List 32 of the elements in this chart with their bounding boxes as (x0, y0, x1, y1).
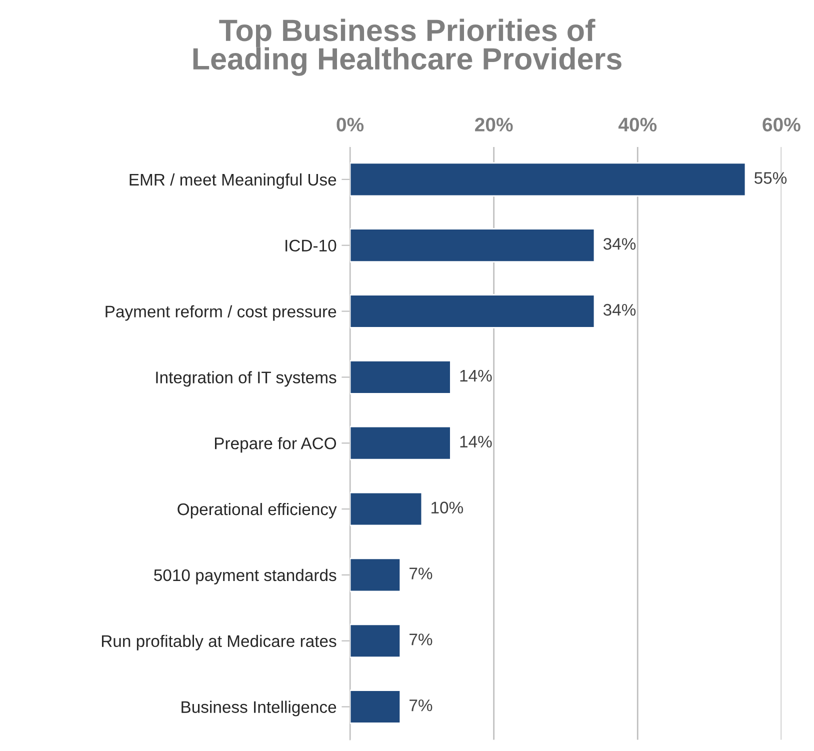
data-label: 14% (460, 436, 492, 448)
bar (350, 294, 596, 328)
chart-title: Top Business Priorities of Leading Healthcare Providers (193, 18, 622, 76)
y-tick-label: 5010 payment standards (154, 568, 336, 584)
bar (350, 426, 452, 460)
y-tick-label: Business Intelligence (182, 700, 336, 716)
y-tick-label: Operational efficiency (178, 502, 337, 519)
data-label: 7% (410, 700, 432, 712)
data-label: 7% (410, 634, 432, 646)
bar (350, 162, 746, 197)
y-tick-label: EMR / meet Meaningful Use (130, 173, 336, 189)
bar (350, 690, 402, 724)
x-tick-label: 40% (618, 118, 657, 132)
x-tick-label: 60% (762, 118, 800, 132)
x-tick-label: 20% (475, 118, 513, 132)
x-tick-label: 0% (336, 118, 364, 132)
y-tick-label: Prepare for ACO (214, 437, 336, 453)
y-tick-label: Run profitably at Medicare rates (102, 634, 336, 650)
data-label: 34% (603, 238, 636, 250)
data-label: 14% (460, 370, 492, 382)
bar (350, 228, 596, 262)
bar (350, 360, 452, 394)
y-tick-label: Integration of IT systems (156, 371, 336, 387)
bar (350, 492, 423, 526)
data-label: 10% (432, 502, 464, 514)
bar (350, 558, 402, 592)
bar (350, 624, 402, 658)
y-tick-label: ICD-10 (286, 240, 336, 252)
data-label: 34% (603, 304, 636, 316)
data-label: 55% (754, 172, 787, 184)
data-label: 7% (410, 568, 432, 580)
y-tick-label: Payment reform / cost pressure (106, 305, 336, 321)
